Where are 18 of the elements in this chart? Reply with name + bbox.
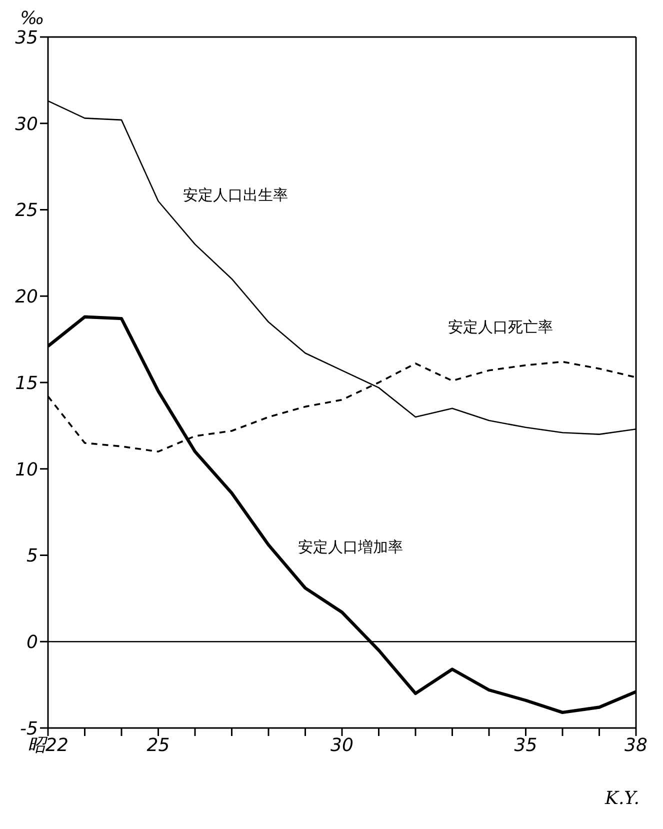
series-label: 安定人口死亡率	[448, 318, 553, 337]
y-tick-label: 30	[15, 114, 38, 135]
x-tick-label: 35	[514, 734, 538, 756]
series-label: 安定人口増加率	[298, 538, 403, 557]
y-tick-label: 25	[15, 200, 38, 222]
x-tick-label: 38	[624, 734, 648, 756]
series-label: 安定人口出生率	[183, 186, 288, 205]
y-tick-label: 10	[15, 459, 38, 480]
x-tick-label: 昭22	[28, 734, 68, 756]
y-tick-label: 0	[26, 632, 38, 654]
y-tick-label: 15	[15, 372, 38, 394]
x-tick-label: 25	[146, 734, 170, 756]
y-tick-label: 35	[15, 27, 38, 48]
x-tick-label: 30	[330, 734, 354, 756]
y-tick-label: 5	[26, 546, 38, 567]
y-tick-label: 20	[15, 286, 38, 308]
text: K.Y.	[605, 788, 640, 809]
y-axis-title: ‰	[20, 8, 44, 29]
